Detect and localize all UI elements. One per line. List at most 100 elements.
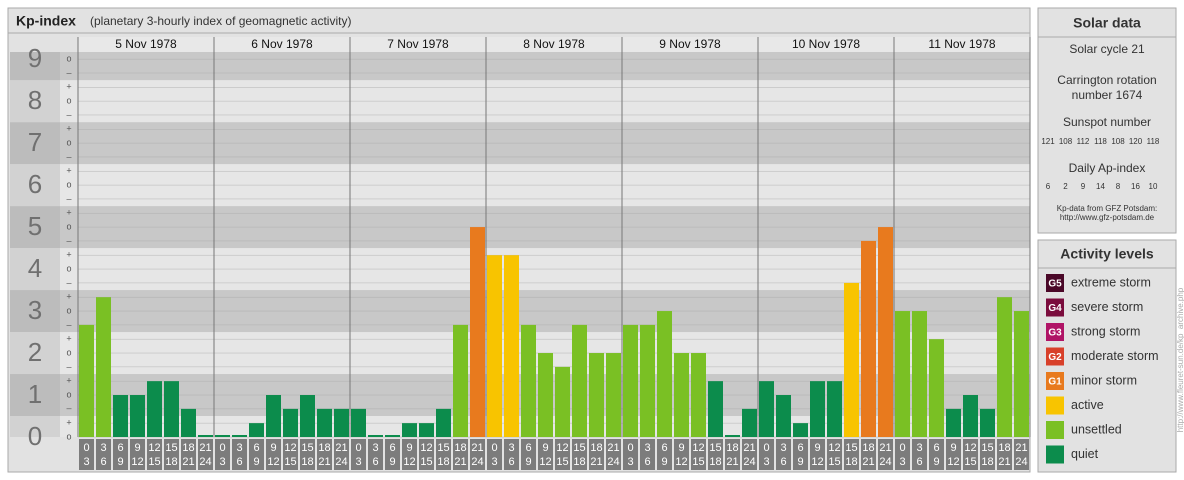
hour-label: 24 bbox=[607, 456, 619, 468]
bar bbox=[283, 408, 298, 437]
hour-label: 18 bbox=[573, 456, 585, 468]
level-label: extreme storm bbox=[1071, 275, 1151, 289]
hour-label: 18 bbox=[981, 456, 993, 468]
hour-cell bbox=[419, 439, 434, 470]
minor-tick-label: + bbox=[66, 250, 71, 260]
minor-tick-label: + bbox=[66, 292, 71, 302]
hour-cell bbox=[980, 439, 995, 470]
hour-label: 21 bbox=[590, 456, 602, 468]
day-header bbox=[78, 37, 1030, 52]
minor-tick-label: + bbox=[66, 82, 71, 92]
label-band bbox=[10, 206, 60, 249]
bar bbox=[487, 255, 502, 437]
hour-label: 15 bbox=[420, 456, 432, 468]
hour-cell bbox=[181, 439, 196, 470]
hour-label: 18 bbox=[318, 442, 330, 454]
plot-band bbox=[60, 52, 1030, 81]
hour-cell bbox=[147, 439, 162, 470]
hour-label: 21 bbox=[743, 442, 755, 454]
hour-label: 15 bbox=[165, 442, 177, 454]
hour-cell bbox=[368, 439, 383, 470]
hour-cell bbox=[113, 439, 128, 470]
minor-tick-label: o bbox=[66, 54, 71, 64]
hour-label: 21 bbox=[862, 456, 874, 468]
hour-label: 12 bbox=[539, 456, 551, 468]
bar bbox=[521, 324, 536, 437]
bar bbox=[266, 395, 281, 437]
hour-cell bbox=[96, 439, 111, 470]
hour-label: 9 bbox=[933, 456, 939, 468]
bar bbox=[113, 395, 128, 437]
minor-tick-label: o bbox=[66, 137, 71, 147]
hour-label: 12 bbox=[131, 456, 143, 468]
hour-cell bbox=[555, 439, 570, 470]
hour-label: 3 bbox=[83, 456, 89, 468]
hour-cell bbox=[487, 439, 502, 470]
y-tick-label: 0 bbox=[28, 421, 42, 451]
hour-cell bbox=[1014, 439, 1029, 470]
hour-label: 21 bbox=[335, 442, 347, 454]
hour-label: 6 bbox=[508, 456, 514, 468]
hour-label: 3 bbox=[508, 442, 514, 454]
hour-label: 3 bbox=[899, 456, 905, 468]
hour-label: 9 bbox=[814, 442, 820, 454]
hour-cell bbox=[317, 439, 332, 470]
hour-label: 15 bbox=[148, 456, 160, 468]
day-label: 5 Nov 1978 bbox=[115, 37, 177, 51]
hour-label: 3 bbox=[916, 442, 922, 454]
hour-cell bbox=[708, 439, 723, 470]
info-number: 118 bbox=[1094, 137, 1107, 146]
info-text: Sunspot number bbox=[1063, 115, 1151, 129]
minor-tick-label: – bbox=[66, 67, 71, 77]
minor-tick-label: + bbox=[66, 124, 71, 134]
level-label: severe storm bbox=[1071, 300, 1143, 314]
hour-cell bbox=[164, 439, 179, 470]
hour-label: 12 bbox=[675, 456, 687, 468]
panel-title: Activity levels bbox=[1060, 246, 1154, 262]
hour-label: 15 bbox=[301, 442, 313, 454]
bar bbox=[368, 435, 383, 437]
level-label: active bbox=[1071, 398, 1104, 412]
level-swatch bbox=[1046, 396, 1064, 415]
minor-tick-label: + bbox=[66, 418, 71, 428]
hour-label: 21 bbox=[879, 442, 891, 454]
minor-tick-label: o bbox=[66, 389, 71, 399]
bar bbox=[232, 435, 247, 437]
level-label: minor storm bbox=[1071, 373, 1137, 387]
info-text: Carrington rotation bbox=[1057, 73, 1156, 87]
level-swatch bbox=[1046, 298, 1064, 317]
info-number: 120 bbox=[1129, 137, 1143, 146]
hour-label: 15 bbox=[573, 442, 585, 454]
y-tick-label: 8 bbox=[28, 85, 42, 115]
bar bbox=[198, 435, 213, 437]
hour-label: 0 bbox=[627, 442, 633, 454]
bar bbox=[419, 423, 434, 437]
y-tick-label: 3 bbox=[28, 295, 42, 325]
level-swatch bbox=[1046, 323, 1064, 341]
hour-label: 9 bbox=[950, 442, 956, 454]
minor-tick-label: o bbox=[66, 431, 71, 441]
day-label: 7 Nov 1978 bbox=[387, 37, 449, 51]
bar bbox=[300, 395, 315, 437]
hour-label: 9 bbox=[389, 456, 395, 468]
bar bbox=[640, 324, 655, 437]
hour-label: 12 bbox=[692, 442, 704, 454]
bar bbox=[79, 324, 94, 437]
hour-label: 18 bbox=[862, 442, 874, 454]
bar bbox=[793, 423, 808, 437]
bar bbox=[708, 381, 723, 437]
info-number: 121 bbox=[1041, 137, 1055, 146]
bar bbox=[963, 395, 978, 437]
panel-title: Solar data bbox=[1073, 15, 1141, 31]
hour-label: 18 bbox=[845, 456, 857, 468]
label-band bbox=[10, 332, 60, 375]
bar bbox=[759, 381, 774, 437]
hour-cell bbox=[538, 439, 553, 470]
minor-tick-label: + bbox=[66, 166, 71, 176]
info-number: 108 bbox=[1059, 137, 1073, 146]
hour-label: 6 bbox=[933, 442, 939, 454]
hour-cell bbox=[963, 439, 978, 470]
hour-cell bbox=[283, 439, 298, 470]
bar bbox=[980, 408, 995, 437]
bar bbox=[623, 324, 638, 437]
